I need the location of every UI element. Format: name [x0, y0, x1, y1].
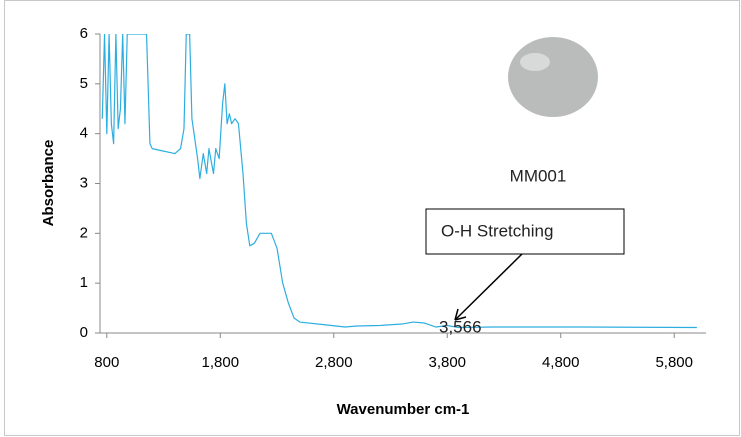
x-tick-label: 4,800 — [542, 354, 580, 371]
x-tick-label: 1,800 — [202, 354, 240, 371]
annotation-box — [425, 208, 625, 255]
sample-highlight — [520, 53, 550, 71]
x-tick-label: 800 — [94, 354, 119, 371]
plot-area — [101, 34, 697, 329]
y-tick-label: 3 — [80, 174, 88, 191]
peak-label: 3,566 — [439, 317, 482, 336]
sample-photo — [508, 37, 598, 117]
spectrum-line — [101, 34, 697, 329]
x-tick-label: 2,800 — [315, 354, 353, 371]
annotation-text: O-H Stretching — [441, 221, 553, 240]
x-tick-label: 3,800 — [428, 354, 466, 371]
y-tick-label: 2 — [80, 224, 88, 241]
y-tick-label: 5 — [80, 75, 88, 92]
x-axis-title: Wavenumber cm-1 — [337, 401, 470, 418]
y-axis-title: Absorbance — [40, 140, 57, 227]
y-tick-label: 4 — [80, 125, 88, 142]
sample-label: MM001 — [510, 166, 567, 185]
arrow-head — [454, 308, 467, 321]
y-tick-label: 1 — [80, 274, 88, 291]
y-tick-label: 0 — [80, 324, 88, 341]
annotation-arrow — [454, 253, 523, 321]
axes: 0 1 2 3 4 5 6 800 1,800 2,800 3,800 4,800 5,800 — [80, 25, 706, 371]
y-tick-label: 6 — [80, 25, 88, 42]
x-tick-label: 5,800 — [655, 354, 693, 371]
